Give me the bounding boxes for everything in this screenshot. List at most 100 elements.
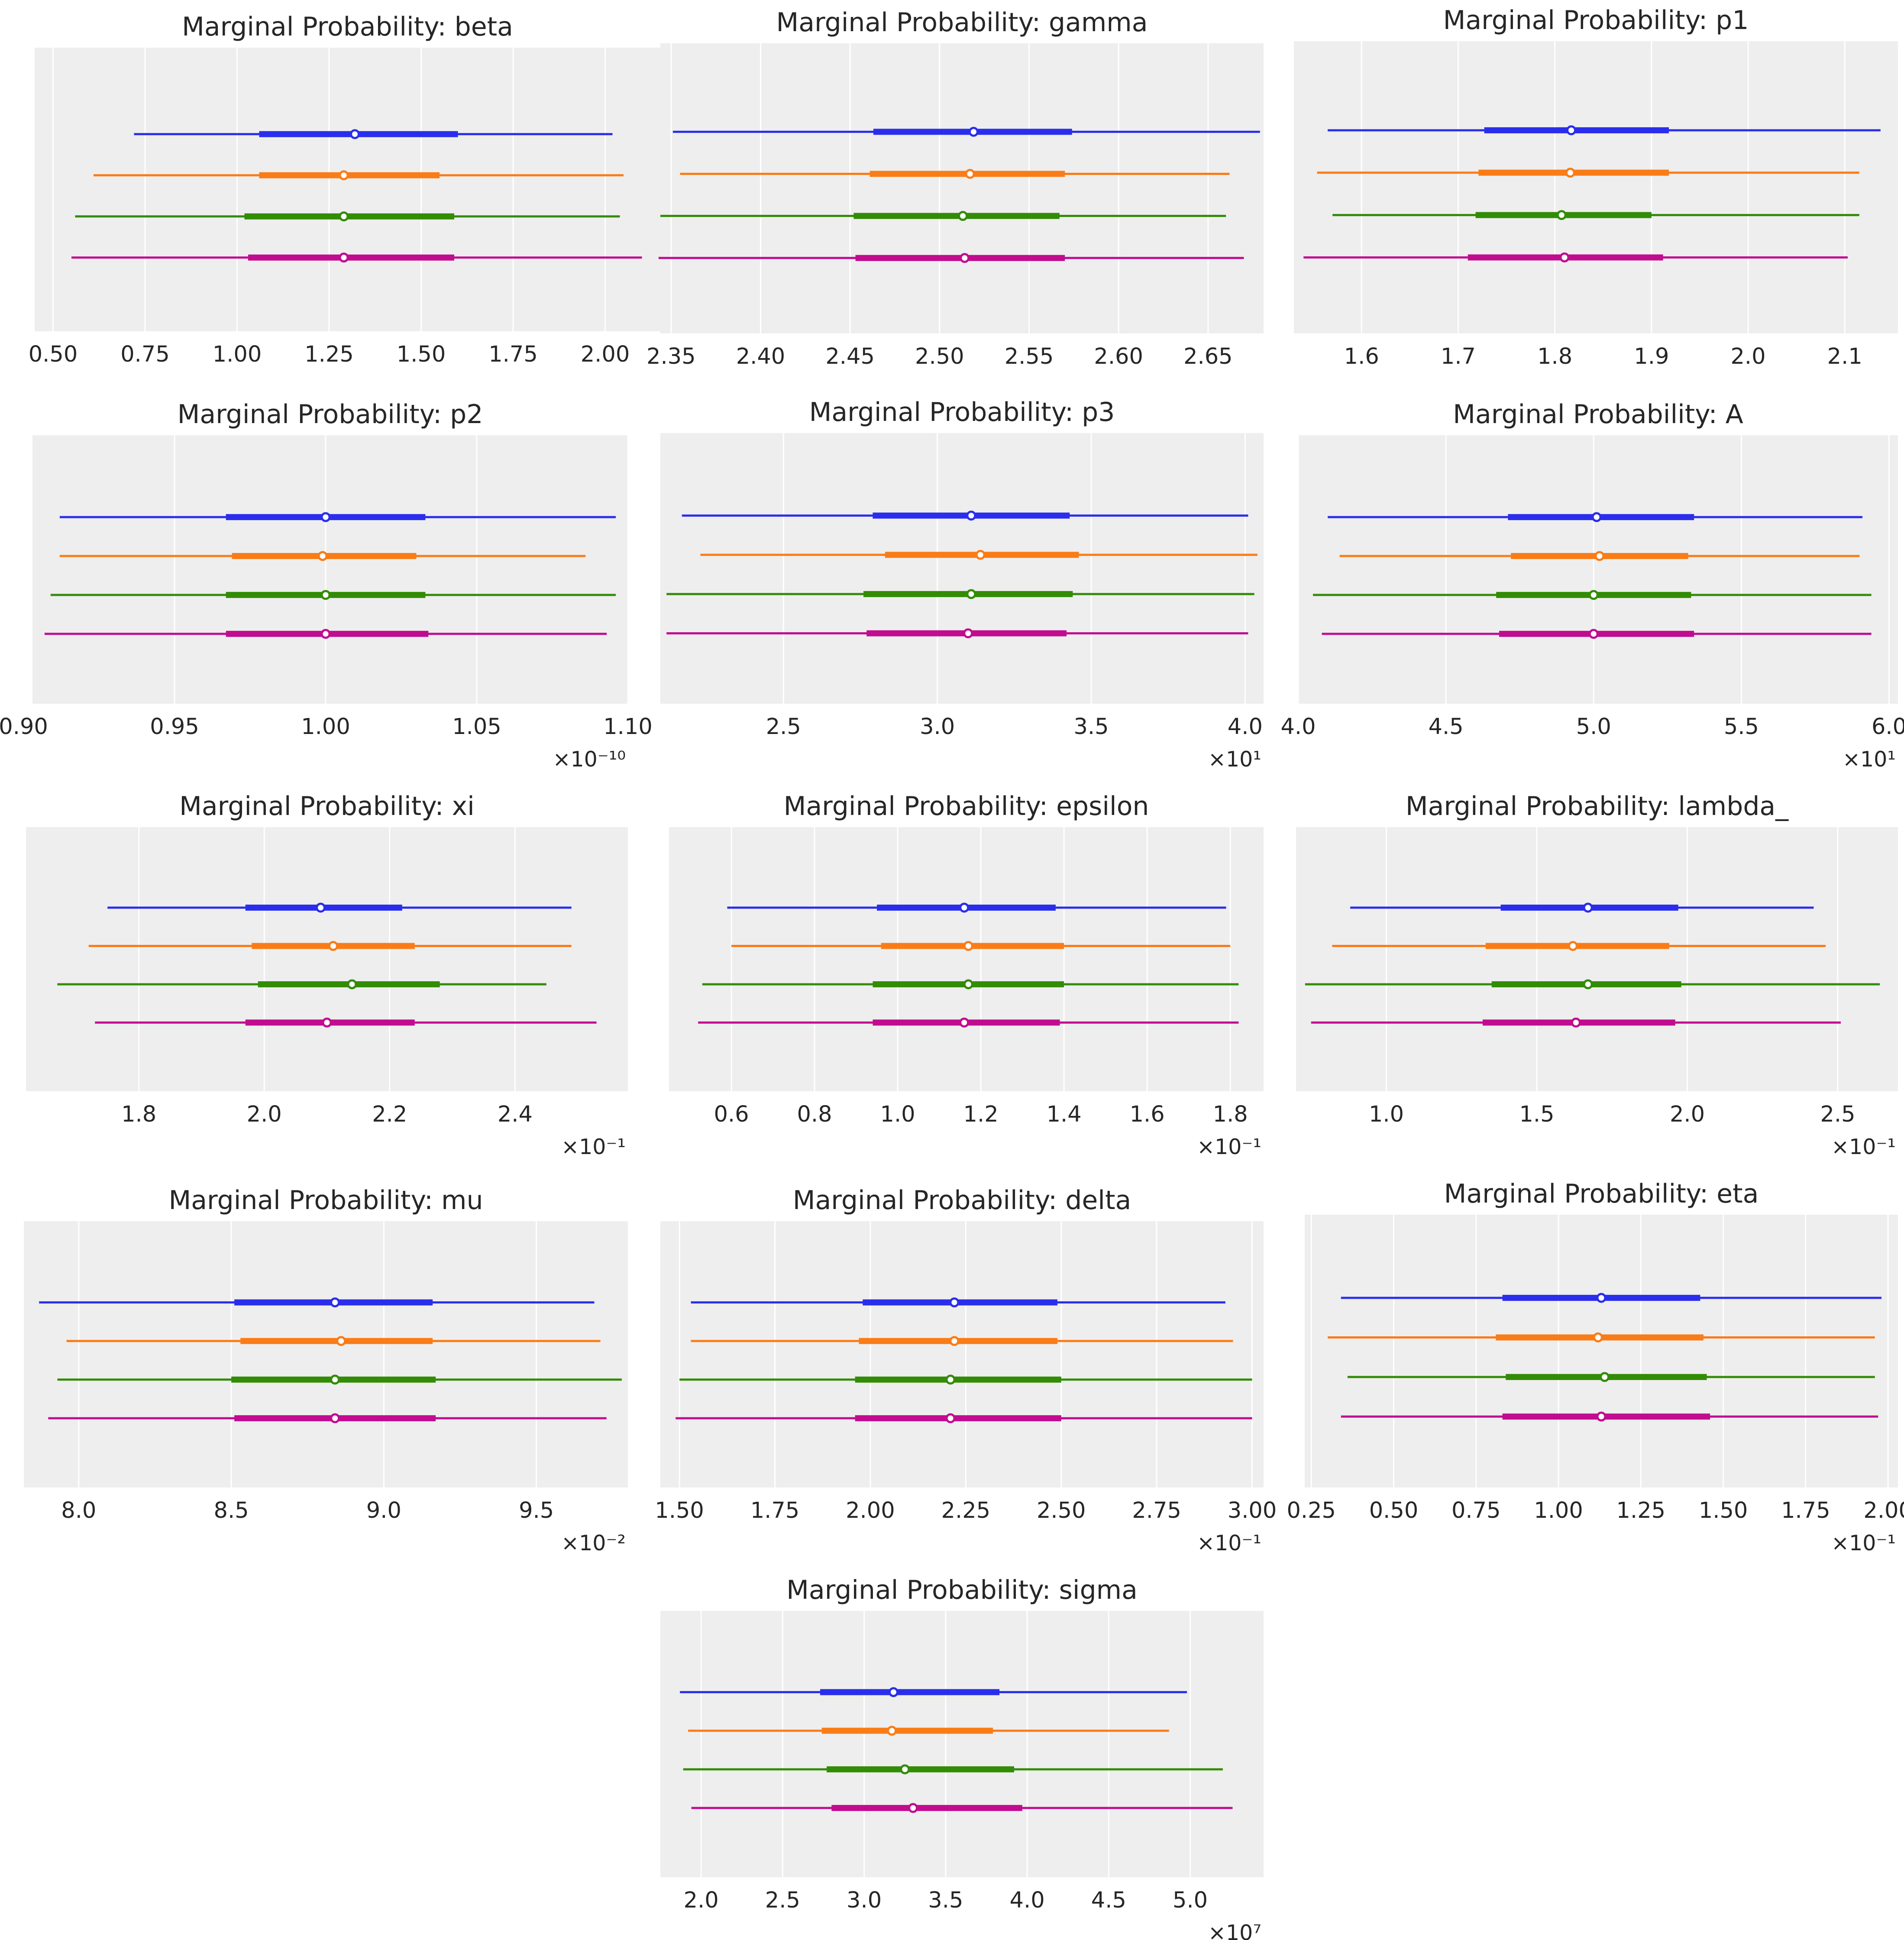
chain-series (1328, 512, 1863, 522)
median-point (320, 590, 331, 600)
panel-background (669, 827, 1264, 1091)
panel-background (32, 435, 628, 704)
x-tick-label: 1.50 (655, 1498, 704, 1523)
median-point (963, 941, 973, 951)
median-point (339, 252, 349, 263)
median-point (1596, 1293, 1607, 1303)
chain-series (1339, 551, 1860, 561)
chain-series (1341, 1293, 1881, 1303)
x-tick-label: 2.60 (1094, 344, 1143, 369)
axis-offset-label: ×10⁷ (1208, 1921, 1261, 1940)
chain-series (134, 129, 613, 139)
chain-series (1305, 979, 1880, 989)
chain-series (698, 1017, 1239, 1028)
x-tick-label: 2.2 (372, 1102, 407, 1127)
panel-background (24, 1221, 628, 1487)
axis-offset-label: ×10⁻¹⁰ (553, 747, 626, 772)
x-tick-label: 0.6 (714, 1102, 749, 1127)
axis-offset-label: ×10⁻¹ (1197, 1531, 1261, 1555)
chain-series (666, 589, 1254, 599)
chain-series (1313, 590, 1872, 600)
chain-series (44, 629, 607, 639)
x-tick-label: 1.50 (1699, 1498, 1748, 1523)
x-tick-label: 3.5 (1073, 714, 1109, 740)
panel-title: Marginal Probability: gamma (776, 7, 1148, 38)
chain-series (1322, 629, 1872, 639)
x-tick-label: 3.0 (920, 714, 955, 740)
chain-series (1317, 168, 1859, 178)
chain-series (683, 1764, 1223, 1775)
panel-background (1298, 435, 1898, 704)
panel-title: Marginal Probability: xi (179, 791, 475, 821)
median-point (1556, 210, 1567, 220)
x-tick-label: 1.5 (1519, 1102, 1554, 1127)
chain-series (50, 590, 616, 600)
panel-background (26, 827, 628, 1091)
chain-series (48, 1413, 607, 1423)
x-tick-label: 2.00 (581, 342, 630, 367)
median-point (949, 1336, 960, 1346)
x-tick-label: 9.5 (519, 1498, 554, 1523)
median-point (945, 1374, 956, 1385)
x-tick-label: 1.8 (1537, 344, 1572, 369)
chain-series (71, 252, 642, 263)
median-point (1596, 1411, 1607, 1422)
x-tick-label: 1.2 (963, 1102, 999, 1127)
chain-series (731, 941, 1231, 951)
median-point (966, 589, 976, 599)
chain-series (59, 551, 586, 561)
panel-title: Marginal Probability: p1 (1443, 5, 1749, 36)
median-point (1565, 168, 1575, 178)
panel-title: Marginal Probability: mu (168, 1185, 483, 1216)
x-tick-label: 2.00 (1863, 1498, 1904, 1523)
chain-series (1332, 941, 1826, 951)
x-tick-label: 1.8 (1213, 1102, 1248, 1127)
x-tick-label: 2.45 (825, 344, 875, 369)
panel-background (35, 48, 660, 331)
median-point (350, 129, 360, 139)
x-tick-label: 1.9 (1634, 344, 1669, 369)
median-point (963, 628, 973, 638)
median-point (1566, 125, 1577, 136)
panel-title: Marginal Probability: beta (182, 12, 513, 42)
median-point (958, 211, 968, 221)
chain-series (688, 1726, 1169, 1736)
chain-series (700, 550, 1257, 560)
forest-panel: 0.6 0.8 1.0 1.2 1.4 1.6 1.8 Marginal Probabilit… (669, 791, 1264, 1159)
x-tick-label: 2.0 (247, 1102, 282, 1127)
panel-background (1305, 1215, 1898, 1487)
median-point (328, 941, 338, 951)
x-tick-label: 1.75 (750, 1498, 800, 1523)
x-tick-label: 1.6 (1344, 344, 1379, 369)
axis-offset-label: ×10¹ (1843, 747, 1896, 772)
x-tick-label: 3.5 (928, 1888, 963, 1913)
x-tick-label: 2.50 (915, 344, 964, 369)
x-tick-label: 1.25 (304, 342, 354, 367)
x-tick-label: 4.0 (1280, 714, 1316, 740)
x-tick-label: 1.6 (1130, 1102, 1165, 1127)
median-point (900, 1764, 910, 1775)
median-point (1588, 590, 1599, 600)
median-point (347, 979, 357, 989)
x-tick-label: 2.25 (941, 1498, 991, 1523)
forest-panel: 1.50 1.75 2.00 2.25 2.50 2.75 3.00 Marginal Pro… (655, 1185, 1277, 1555)
chain-series (691, 1336, 1233, 1346)
axis-offset-label: ×10⁻¹ (1831, 1531, 1896, 1555)
axis-offset-label: ×10¹ (1208, 747, 1261, 772)
x-tick-label: 1.0 (880, 1102, 915, 1127)
x-tick-label: 1.50 (397, 342, 446, 367)
x-tick-label: 1.00 (1534, 1498, 1583, 1523)
median-point (316, 902, 326, 913)
median-point (330, 1413, 340, 1423)
x-tick-label: 2.00 (846, 1498, 895, 1523)
forest-panel: 0.25 0.50 0.75 1.00 1.25 1.50 1.75 2.00 Marginal… (1287, 1179, 1904, 1555)
median-point (1588, 629, 1599, 639)
x-tick-label: 0.75 (120, 342, 170, 367)
panel-background (660, 1611, 1264, 1877)
median-point (949, 1297, 960, 1308)
x-tick-label: 1.75 (1781, 1498, 1830, 1523)
x-tick-label: 4.0 (1228, 714, 1263, 740)
median-point (965, 169, 975, 179)
chain-series (1341, 1411, 1878, 1422)
x-tick-label: 2.75 (1132, 1498, 1181, 1523)
